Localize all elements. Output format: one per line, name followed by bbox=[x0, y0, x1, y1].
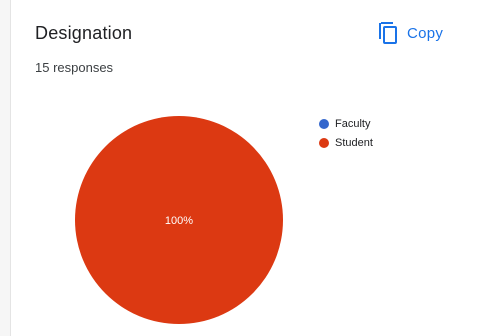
legend-item-student: Student bbox=[319, 133, 373, 152]
pie-chart: 100% bbox=[75, 116, 283, 324]
response-count: 15 responses bbox=[35, 60, 114, 75]
chart-legend: Faculty Student bbox=[319, 114, 373, 152]
copy-icon bbox=[379, 22, 397, 44]
copy-button[interactable]: Copy bbox=[376, 19, 443, 47]
copy-label: Copy bbox=[407, 24, 444, 42]
legend-label-student: Student bbox=[335, 136, 373, 149]
legend-swatch-student bbox=[319, 137, 329, 148]
question-title: Designation bbox=[35, 23, 133, 43]
question-card: Designation 15 responses Copy 100% Facul… bbox=[10, 0, 485, 336]
legend-item-faculty: Faculty bbox=[319, 114, 373, 133]
pie-slice-student bbox=[75, 116, 283, 324]
pie-slice-student-label: 100% bbox=[165, 215, 193, 227]
legend-label-faculty: Faculty bbox=[335, 117, 371, 130]
legend-swatch-faculty bbox=[319, 118, 329, 129]
